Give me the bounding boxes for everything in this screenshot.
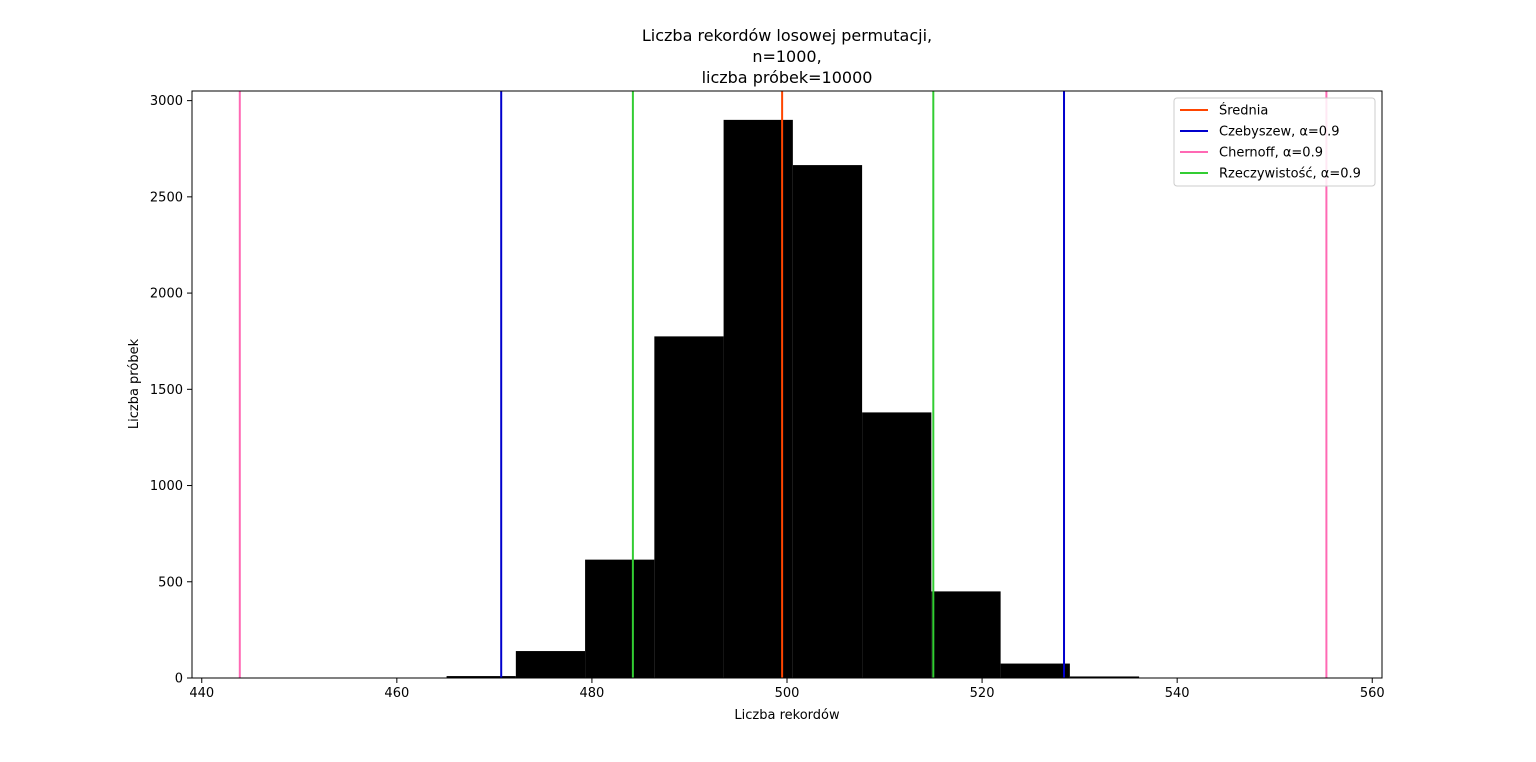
y-tick-label-3000: 3000: [150, 94, 183, 109]
x-axis-ticks: 440 460 480 500 520 540 560: [189, 678, 1385, 701]
x-tick-label-560: 560: [1360, 686, 1385, 701]
chart-title-line-1: Liczba rekordów losowej permutacji,: [642, 26, 932, 45]
y-axis-ticks: 0 500 1000 1500 2000 2500 3000: [150, 94, 192, 687]
legend-label-3: Rzeczywistość, α=0.9: [1219, 167, 1361, 182]
histogram-bar-3: [654, 336, 724, 678]
legend-label-0: Średnia: [1219, 103, 1268, 119]
legend-label-2: Chernoff, α=0.9: [1219, 146, 1323, 161]
y-axis-label: Liczba próbek: [127, 338, 142, 429]
chart-title: Liczba rekordów losowej permutacji, n=10…: [642, 26, 932, 87]
y-tick-label-2500: 2500: [150, 190, 183, 205]
legend-box: [1173, 97, 1376, 187]
histogram-bar-8: [1000, 663, 1070, 678]
x-tick-label-460: 460: [384, 686, 409, 701]
histogram-bar-2: [585, 559, 655, 678]
chart-title-line-2: n=1000,: [752, 47, 821, 66]
y-tick-label-500: 500: [158, 575, 183, 590]
bound-lines: [238, 91, 1328, 678]
y-tick-label-0: 0: [175, 672, 183, 687]
x-tick-label-440: 440: [189, 686, 214, 701]
x-axis-label: Liczba rekordów: [734, 708, 840, 723]
histogram-bar-6: [862, 412, 932, 678]
x-tick-label-540: 540: [1165, 686, 1190, 701]
x-tick-label-500: 500: [775, 686, 800, 701]
x-tick-label-520: 520: [970, 686, 995, 701]
legend-label-1: Czebyszew, α=0.9: [1219, 125, 1339, 140]
histogram-bar-5: [792, 165, 863, 678]
legend-entries: Średnia Czebyszew, α=0.9 Chernoff, α=0.9 Rz…: [1180, 103, 1361, 182]
x-tick-label-480: 480: [580, 686, 605, 701]
histogram-bar-9: [1069, 676, 1140, 678]
y-tick-label-2000: 2000: [150, 287, 183, 302]
histogram-bar-1: [515, 651, 586, 678]
legend: Średnia Czebyszew, α=0.9 Chernoff, α=0.9 Rz…: [1173, 97, 1376, 187]
histogram-bar-7: [931, 591, 1001, 678]
y-tick-label-1500: 1500: [150, 383, 183, 398]
y-tick-label-1000: 1000: [150, 479, 183, 494]
chart-title-line-3: liczba próbek=10000: [702, 68, 873, 87]
histogram-bars: [446, 119, 1140, 679]
histogram-bar-0: [446, 676, 516, 678]
